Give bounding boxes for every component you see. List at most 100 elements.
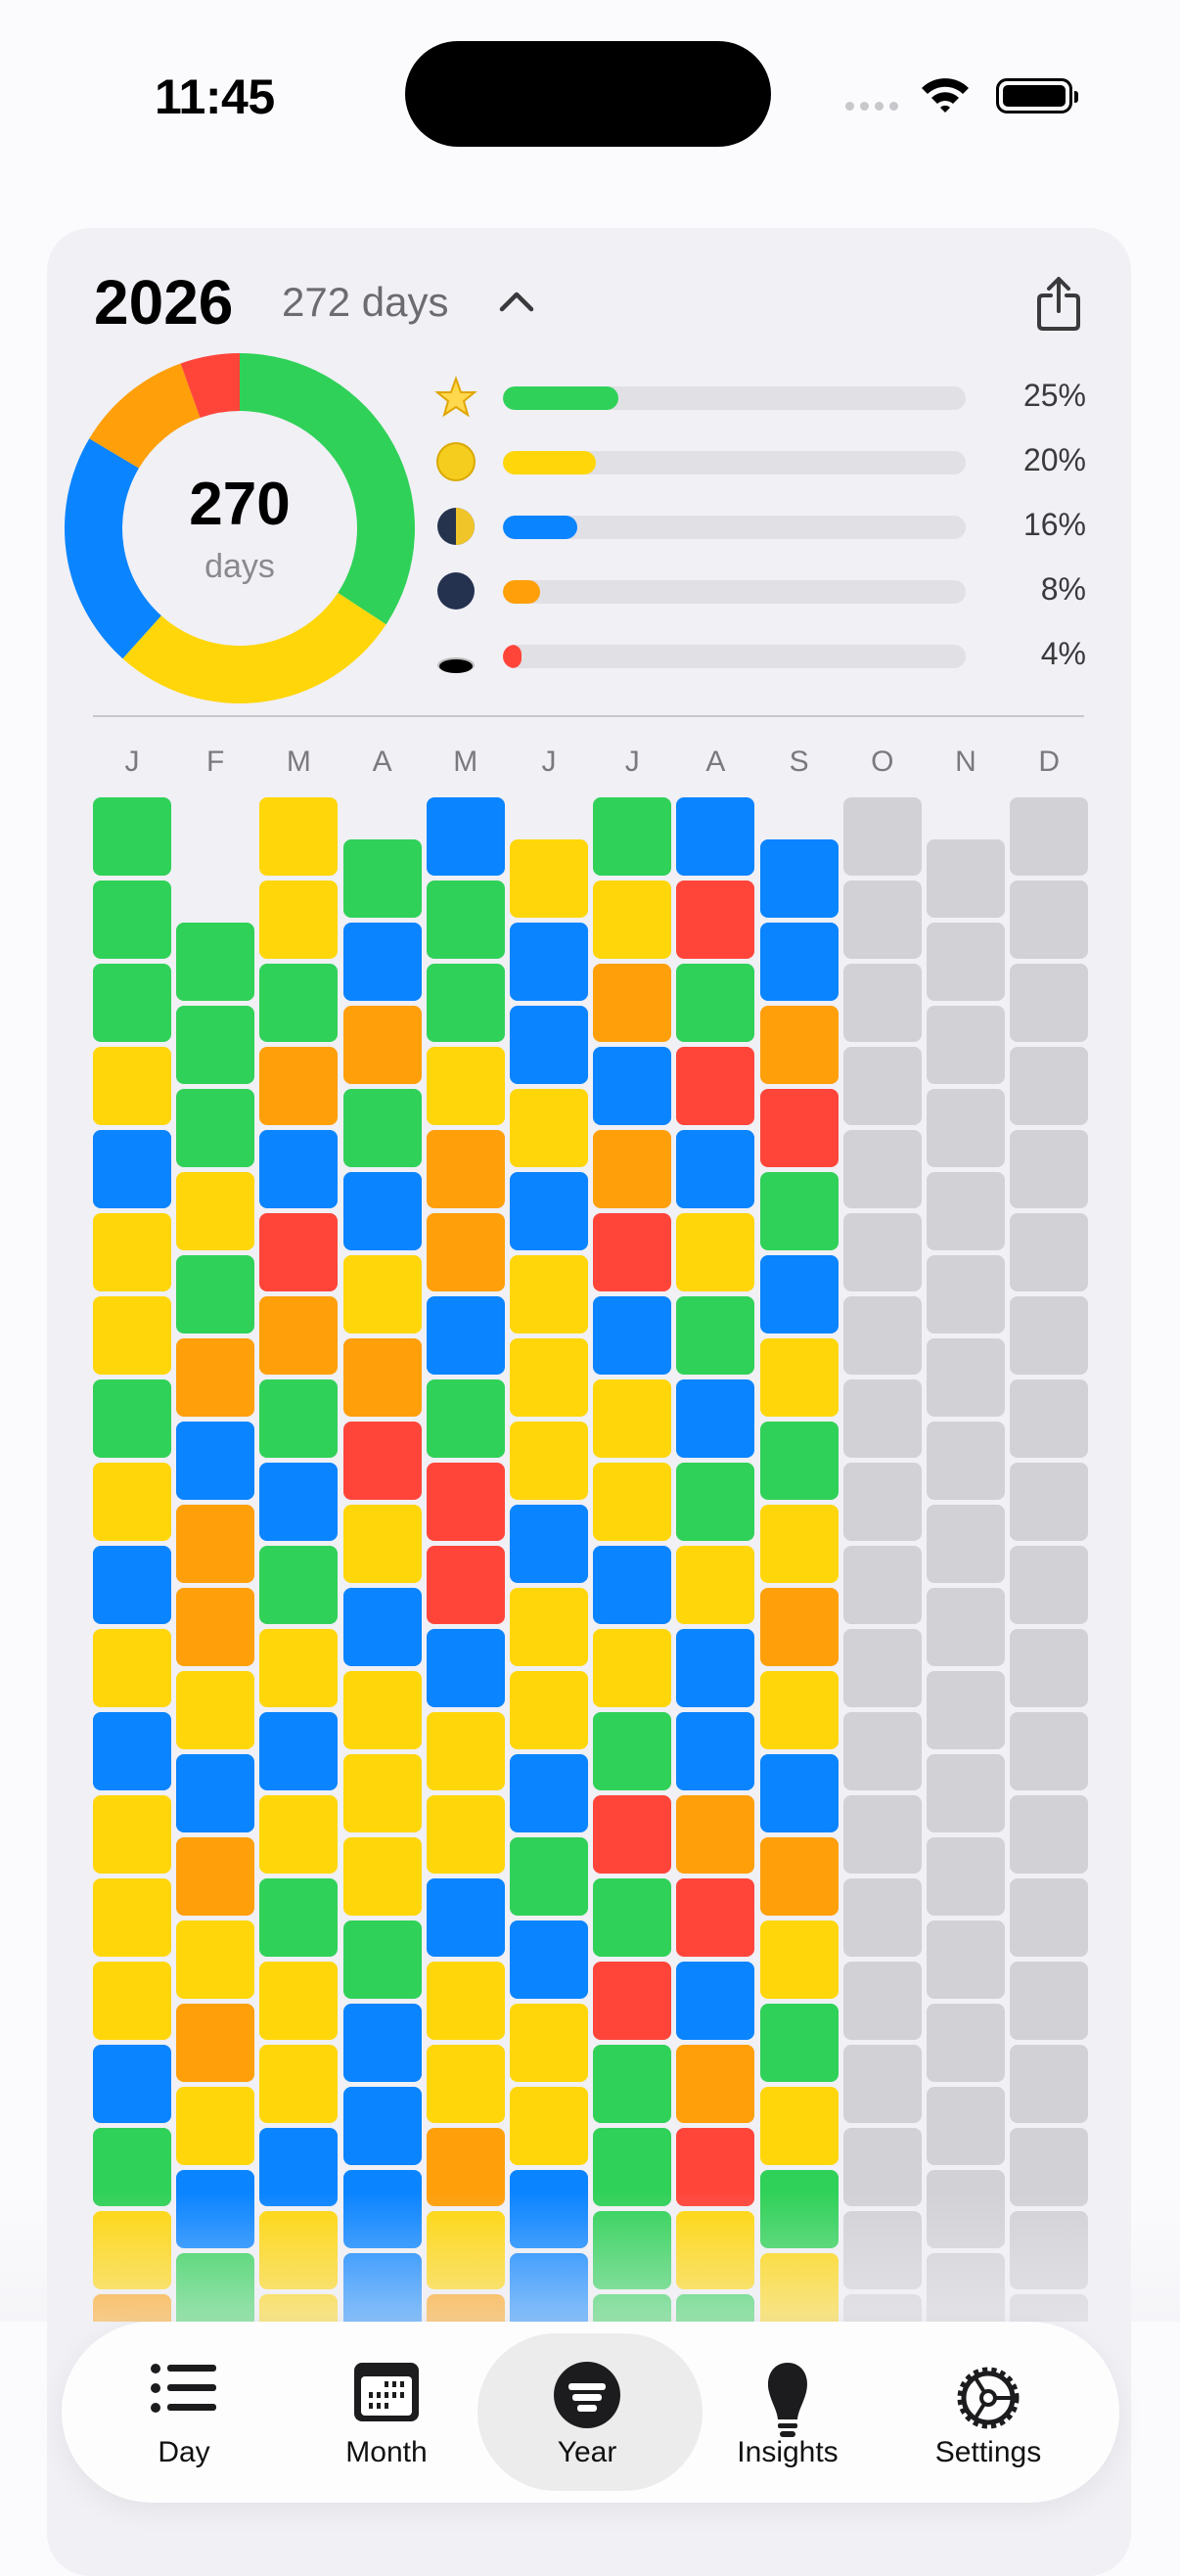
day-cell[interactable]	[927, 1920, 1005, 1999]
day-cell[interactable]	[593, 881, 672, 959]
day-cell[interactable]	[93, 797, 171, 876]
day-cell[interactable]	[510, 1171, 588, 1250]
day-cell[interactable]	[259, 1130, 339, 1208]
day-cell[interactable]	[759, 2003, 839, 2082]
day-cell[interactable]	[176, 1753, 255, 1832]
day-cell[interactable]	[842, 2045, 922, 2123]
chevron-up-icon[interactable]	[497, 286, 536, 315]
day-cell[interactable]	[759, 1670, 839, 1749]
day-cell[interactable]	[93, 1213, 171, 1291]
day-cell[interactable]	[426, 1213, 505, 1291]
day-cell[interactable]	[676, 1130, 755, 1208]
day-cell[interactable]	[93, 881, 171, 959]
day-cell[interactable]	[342, 1670, 422, 1749]
day-cell[interactable]	[510, 1254, 588, 1333]
day-cell[interactable]	[593, 1130, 672, 1208]
tab-month[interactable]: Month	[289, 2322, 484, 2503]
day-cell[interactable]	[759, 1587, 839, 1666]
day-cell[interactable]	[93, 1878, 171, 1957]
day-cell[interactable]	[593, 1379, 672, 1458]
day-cell[interactable]	[1010, 1712, 1089, 1790]
day-cell[interactable]	[93, 1463, 171, 1541]
day-cell[interactable]	[759, 1171, 839, 1250]
day-cell[interactable]	[342, 838, 422, 918]
day-cell[interactable]	[593, 964, 672, 1042]
day-cell[interactable]	[842, 1962, 922, 2040]
day-cell[interactable]	[759, 1088, 839, 1167]
day-cell[interactable]	[426, 1878, 505, 1957]
day-cell[interactable]	[176, 1587, 255, 1666]
day-cell[interactable]	[342, 1254, 422, 1333]
day-cell[interactable]	[510, 838, 588, 918]
day-cell[interactable]	[342, 1753, 422, 1832]
day-cell[interactable]	[259, 964, 339, 1042]
day-cell[interactable]	[927, 838, 1005, 918]
day-cell[interactable]	[842, 1463, 922, 1541]
tab-year[interactable]: Year	[489, 2322, 685, 2503]
day-cell[interactable]	[93, 1130, 171, 1208]
tab-day[interactable]: Day	[86, 2322, 282, 2503]
day-cell[interactable]	[426, 881, 505, 959]
day-cell[interactable]	[510, 1088, 588, 1167]
day-cell[interactable]	[927, 2086, 1005, 2165]
day-cell[interactable]	[259, 1213, 339, 1291]
day-cell[interactable]	[927, 2003, 1005, 2082]
day-cell[interactable]	[342, 1088, 422, 1167]
day-cell[interactable]	[259, 797, 339, 876]
day-cell[interactable]	[510, 922, 588, 1001]
day-cell[interactable]	[176, 1337, 255, 1417]
day-cell[interactable]	[1010, 1795, 1089, 1874]
day-cell[interactable]	[426, 1296, 505, 1375]
day-cell[interactable]	[759, 1421, 839, 1500]
day-cell[interactable]	[676, 881, 755, 959]
day-cell[interactable]	[927, 1753, 1005, 1832]
day-cell[interactable]	[426, 1795, 505, 1874]
day-cell[interactable]	[759, 1337, 839, 1417]
day-cell[interactable]	[426, 2045, 505, 2123]
day-cell[interactable]	[426, 1463, 505, 1541]
day-cell[interactable]	[759, 2086, 839, 2165]
day-cell[interactable]	[1010, 1130, 1089, 1208]
day-cell[interactable]	[259, 1712, 339, 1790]
day-cell[interactable]	[927, 1421, 1005, 1500]
day-cell[interactable]	[176, 1171, 255, 1250]
day-cell[interactable]	[426, 1712, 505, 1790]
day-cell[interactable]	[510, 2003, 588, 2082]
day-cell[interactable]	[259, 1047, 339, 1125]
day-cell[interactable]	[842, 1629, 922, 1707]
day-cell[interactable]	[842, 1213, 922, 1291]
day-cell[interactable]	[676, 797, 755, 876]
day-cell[interactable]	[593, 1213, 672, 1291]
year-title[interactable]: 2026	[94, 267, 234, 338]
day-cell[interactable]	[426, 964, 505, 1042]
day-cell[interactable]	[759, 922, 839, 1001]
day-cell[interactable]	[510, 1753, 588, 1832]
day-cell[interactable]	[342, 1005, 422, 1084]
day-cell[interactable]	[676, 1629, 755, 1707]
day-cell[interactable]	[1010, 1629, 1089, 1707]
tab-insights[interactable]: Insights	[690, 2322, 885, 2503]
day-cell[interactable]	[927, 1504, 1005, 1583]
day-cell[interactable]	[426, 1962, 505, 2040]
day-cell[interactable]	[1010, 1213, 1089, 1291]
day-cell[interactable]	[342, 1171, 422, 1250]
day-cell[interactable]	[93, 1629, 171, 1707]
tab-settings[interactable]: Settings	[890, 2322, 1086, 2503]
day-cell[interactable]	[510, 2086, 588, 2165]
day-cell[interactable]	[1010, 1379, 1089, 1458]
day-cell[interactable]	[927, 1670, 1005, 1749]
day-cell[interactable]	[842, 964, 922, 1042]
day-cell[interactable]	[93, 1296, 171, 1375]
day-cell[interactable]	[676, 1379, 755, 1458]
day-cell[interactable]	[342, 1504, 422, 1583]
day-cell[interactable]	[842, 1712, 922, 1790]
day-cell[interactable]	[176, 1920, 255, 1999]
day-cell[interactable]	[259, 1463, 339, 1541]
day-cell[interactable]	[259, 1379, 339, 1458]
day-cell[interactable]	[176, 1504, 255, 1583]
day-cell[interactable]	[259, 1795, 339, 1874]
day-cell[interactable]	[593, 2045, 672, 2123]
day-cell[interactable]	[759, 1836, 839, 1916]
day-cell[interactable]	[676, 1213, 755, 1291]
day-cell[interactable]	[842, 1047, 922, 1125]
